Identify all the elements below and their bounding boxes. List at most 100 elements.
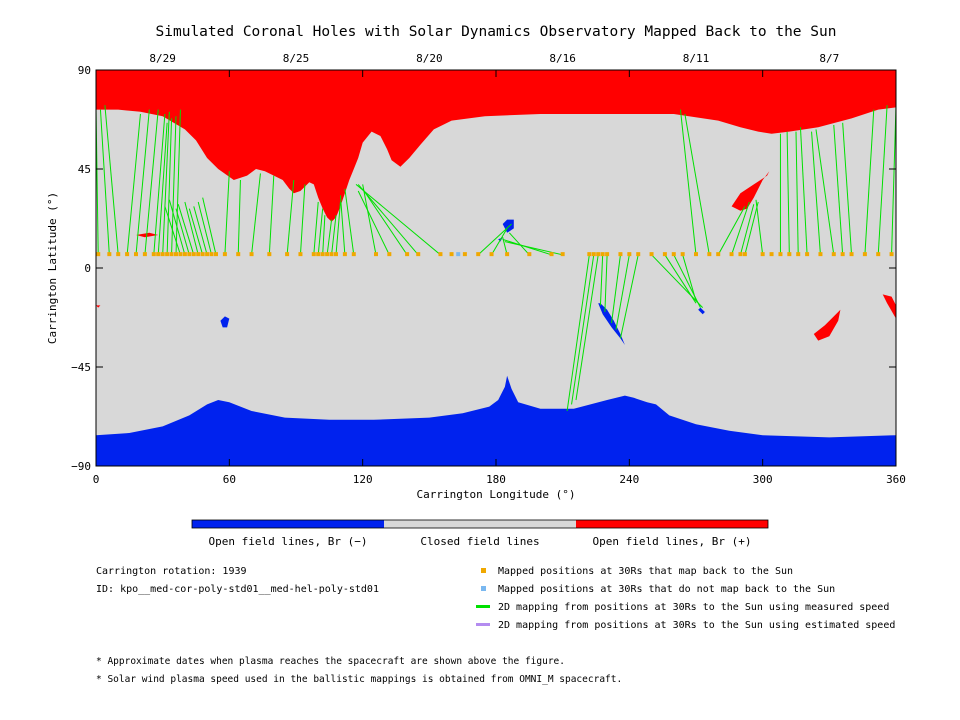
- mapped-position-62: [707, 252, 712, 257]
- mapped-position-11: [169, 252, 174, 257]
- mapping-line-38: [362, 188, 408, 256]
- mapping-line-36: [362, 184, 377, 255]
- mapping-line-57: [673, 254, 701, 308]
- mapping-line-47: [566, 254, 590, 412]
- mapping-line-49: [575, 254, 599, 401]
- legend-square-swatch: [481, 567, 486, 573]
- mapped-position-12: [174, 252, 178, 257]
- mapping-line-50: [599, 254, 604, 306]
- mapped-position-70: [787, 252, 792, 257]
- mapped-position-45: [505, 252, 510, 257]
- mapping-line-75: [877, 105, 888, 255]
- mapping-line-28: [313, 201, 319, 255]
- legend-line-swatch: [476, 604, 490, 608]
- mapping-line-19: [193, 206, 208, 255]
- mapping-line-55: [651, 254, 704, 308]
- legend-item: Mapped positions at 30Rs that do not map…: [476, 584, 835, 596]
- mapped-position-49: [587, 252, 592, 257]
- mapping-line-16: [177, 204, 195, 255]
- mapped-position-46: [527, 252, 532, 257]
- legend-item: 2D mapping from positions at 30Rs to the…: [476, 602, 889, 614]
- mapped-position-42: [462, 252, 467, 257]
- mapped-position-21: [214, 252, 218, 257]
- mapping-line-53: [615, 254, 630, 330]
- mapped-position-35: [351, 252, 356, 257]
- mapped-position-77: [862, 252, 867, 257]
- mapped-position-5: [134, 252, 138, 257]
- mapping-line-68: [795, 131, 799, 255]
- legend-label: 2D mapping from positions at 30Rs to the…: [498, 620, 896, 631]
- date-tick-label: 8/7: [819, 52, 839, 65]
- mapping-line-62: [731, 201, 750, 255]
- x-axis-label: Carrington Longitude (°): [417, 488, 576, 501]
- colorbar: Open field lines, Br (−) Closed field lin…: [191, 519, 769, 548]
- date-tick-label: 8/25: [283, 52, 310, 65]
- mapping-line-6: [144, 109, 159, 255]
- mapping-line-15: [175, 208, 190, 255]
- mapping-line-14: [168, 199, 186, 255]
- mapping-line-52: [611, 254, 621, 324]
- mapped-position-29: [316, 252, 321, 257]
- mapping-line-40: [355, 184, 441, 256]
- legend-square-swatch: [481, 585, 486, 591]
- colorbar-segment: [192, 520, 384, 528]
- carrington-rotation: Carrington rotation: 1939: [96, 566, 247, 577]
- legend-line-swatch: [476, 622, 490, 626]
- mapped-position-58: [662, 252, 667, 257]
- mapped-position-20: [209, 252, 214, 257]
- mapping-line-39: [357, 184, 419, 256]
- mapped-position-27: [298, 252, 303, 257]
- footnote-dates: * Approximate dates when plasma reaches …: [96, 656, 565, 667]
- date-tick-label: 8/16: [549, 52, 576, 65]
- legend-item: 2D mapping from positions at 30Rs to the…: [476, 620, 895, 632]
- positive-coronal-hole-5: [96, 305, 101, 308]
- mapped-position-13: [178, 252, 183, 257]
- mapped-position-75: [840, 252, 845, 257]
- mapping-line-69: [799, 127, 808, 255]
- mapping-line-20: [197, 201, 213, 255]
- mapped-position-64: [729, 252, 734, 257]
- mapping-line-37: [357, 190, 390, 256]
- mapping-line-59: [679, 109, 697, 255]
- top-date-axis: 8/29 8/25 8/20 8/16 8/11 8/7: [149, 52, 839, 65]
- mapping-line-10: [166, 118, 173, 255]
- mapped-position-2: [107, 252, 112, 257]
- mapped-position-33: [334, 252, 338, 257]
- mapped-position-74: [831, 252, 836, 257]
- mapping-line-17: [184, 201, 199, 255]
- x-tick-label: 300: [753, 473, 773, 486]
- positive-coronal-hole-1: [731, 171, 770, 211]
- mapped-position-59: [671, 252, 676, 257]
- mapped-position-69: [778, 252, 783, 257]
- mapped-position-19: [205, 252, 210, 257]
- mapping-line-58: [682, 254, 697, 302]
- x-tick-label: 360: [886, 473, 906, 486]
- date-tick-label: 8/20: [416, 52, 443, 65]
- mapping-line-4: [126, 113, 141, 255]
- mapped-position-24: [249, 252, 254, 257]
- chart-title: Simulated Coronal Holes with Solar Dynam…: [156, 24, 837, 40]
- mapped-position-10: [165, 252, 170, 257]
- mapping-line-23: [237, 179, 241, 255]
- y-tick-label: 0: [84, 262, 91, 275]
- mapping-line-54: [619, 254, 639, 339]
- mapped-position-76: [849, 252, 854, 257]
- north-polar-positive-coronal-hole: [96, 70, 896, 222]
- x-tick-label: 60: [223, 473, 236, 486]
- colorbar-segment: [384, 520, 576, 528]
- mapped-position-65: [738, 252, 743, 257]
- colorbar-frame: [191, 519, 769, 529]
- mapping-line-35: [344, 188, 355, 255]
- model-id: ID: kpo__med-cor-poly-std01__med-hel-pol…: [96, 584, 379, 595]
- mapping-line-64: [744, 201, 759, 255]
- mapping-line-30: [322, 215, 326, 255]
- colorbar-label: Closed field lines: [420, 535, 539, 548]
- mapped-position-38: [405, 252, 410, 257]
- mapping-line-12: [175, 109, 181, 255]
- plot-area: [95, 69, 897, 467]
- mapped-position-56: [636, 252, 641, 257]
- mapping-line-44: [508, 232, 530, 256]
- mapping-line-41: [477, 223, 512, 256]
- mapped-position-43: [476, 252, 481, 257]
- mapped-position-1: [96, 252, 101, 257]
